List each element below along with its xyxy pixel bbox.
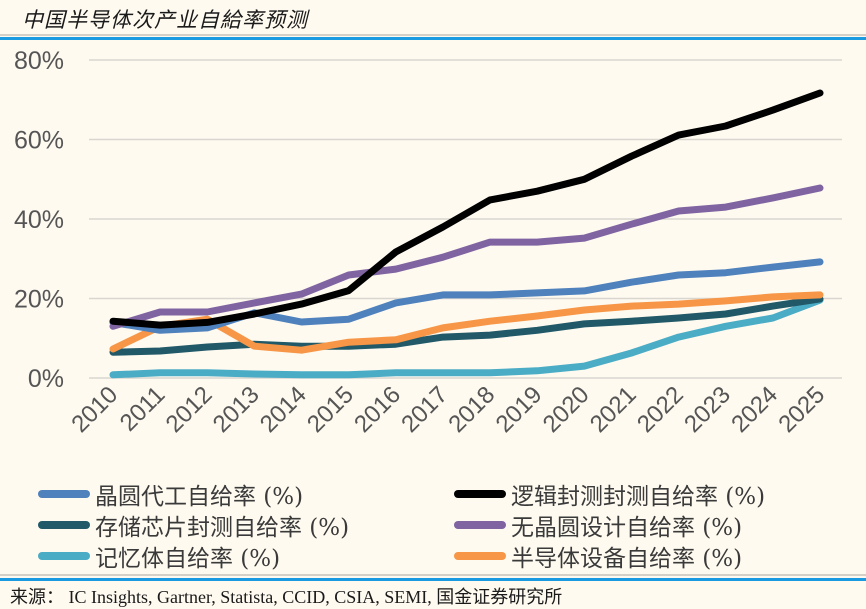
footer-divider-blue [0, 578, 866, 581]
legend-swatch [454, 490, 506, 498]
legend-item-wafer-foundry: 晶圆代工自给率 (%) [38, 478, 303, 509]
y-tick-label: 80% [14, 47, 64, 75]
x-axis-ticks: 2010201120122013201420152016201720182019… [66, 381, 830, 438]
legend-swatch [38, 490, 90, 498]
x-tick-label: 2023 [679, 381, 736, 438]
x-tick-label: 2012 [161, 381, 218, 438]
x-tick-label: 2022 [632, 381, 689, 438]
footer-divider-gray [0, 574, 866, 576]
x-tick-label: 2024 [726, 381, 783, 438]
x-tick-label: 2018 [443, 381, 500, 438]
legend-swatch [454, 552, 506, 560]
legend-label: 半导体设备自给率 (%) [511, 539, 742, 573]
legend-item-memory: 记忆体自给率 (%) [38, 540, 280, 571]
x-tick-label: 2015 [302, 381, 359, 438]
legend-swatch [38, 552, 90, 560]
legend-swatch [454, 521, 506, 529]
x-tick-label: 2019 [491, 381, 548, 438]
x-tick-label: 2016 [349, 381, 406, 438]
y-tick-label: 60% [14, 127, 64, 155]
x-tick-label: 2010 [66, 381, 123, 438]
legend-swatch [38, 521, 90, 529]
source-note: 来源： IC Insights, Gartner, Statista, CCID… [10, 583, 562, 609]
y-axis-ticks: 0% 20% 40% 60% 80% [14, 47, 64, 393]
y-tick-label: 20% [14, 286, 64, 314]
legend-label: 逻辑封测封测自给率 (%) [511, 477, 765, 511]
legend-label: 存储芯片封测自给率 (%) [95, 508, 349, 542]
x-tick-label: 2013 [208, 381, 265, 438]
legend: 晶圆代工自给率 (%) 存储芯片封测自给率 (%) 记忆体自给率 (%) 逻辑封… [0, 478, 866, 574]
x-tick-label: 2025 [773, 381, 830, 438]
y-tick-label: 40% [14, 206, 64, 234]
legend-item-fabless-design: 无晶圆设计自给率 (%) [454, 509, 742, 540]
line-chart: 0%20%40%60%80% 2010201120122013201420152… [0, 0, 866, 478]
legend-label: 记忆体自给率 (%) [95, 539, 280, 573]
legend-item-memory-packaging: 存储芯片封测自给率 (%) [38, 509, 349, 540]
x-tick-label: 2011 [115, 381, 171, 437]
x-tick-label: 2020 [538, 381, 595, 438]
series-line [113, 188, 820, 326]
legend-label: 晶圆代工自给率 (%) [95, 477, 303, 511]
legend-label: 无晶圆设计自给率 (%) [511, 508, 742, 542]
series-3 [113, 188, 820, 327]
legend-item-logic-packaging: 逻辑封测封测自给率 (%) [454, 478, 765, 509]
series-lines [113, 93, 820, 375]
legend-item-semiconductor-equipment: 半导体设备自给率 (%) [454, 540, 742, 571]
x-tick-label: 2017 [396, 381, 453, 438]
x-tick-label: 2014 [255, 381, 312, 438]
x-tick-label: 2021 [585, 381, 642, 438]
y-tick-label: 0% [28, 365, 64, 393]
